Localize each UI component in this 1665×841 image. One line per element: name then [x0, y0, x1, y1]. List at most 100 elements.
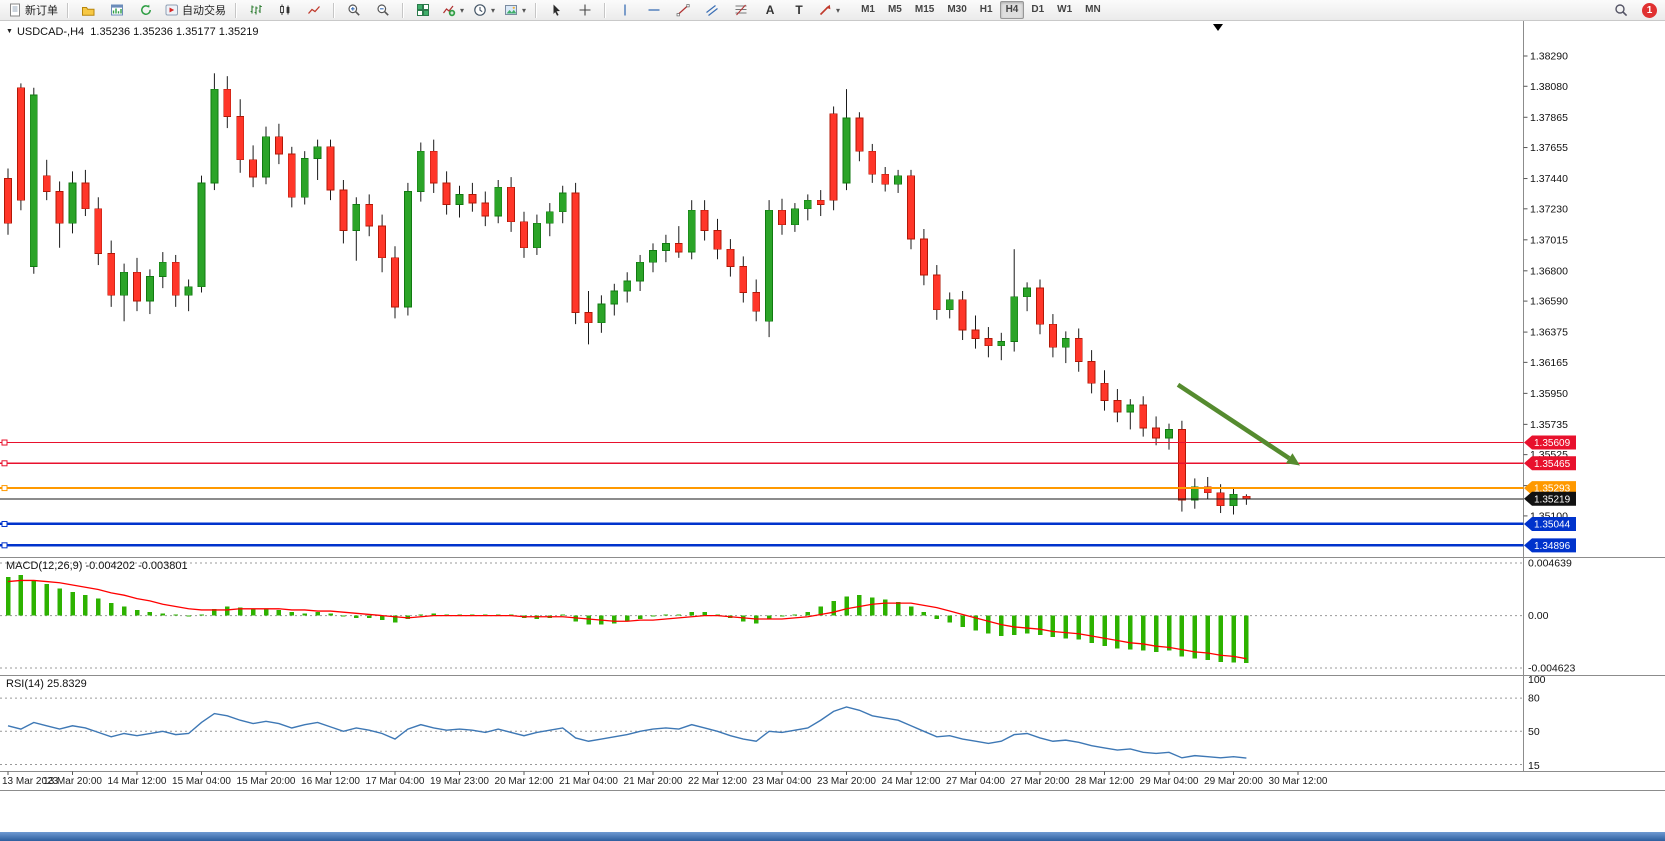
text-label-tool-button[interactable]: T: [785, 0, 813, 21]
candle-body: [752, 292, 761, 312]
notification-badge[interactable]: 1: [1642, 2, 1657, 18]
candle-body: [55, 191, 64, 224]
candle-body: [313, 146, 322, 159]
search-button[interactable]: [1607, 0, 1635, 21]
chart-menu-icon: ▼: [6, 28, 13, 35]
line-handle[interactable]: [1, 542, 8, 549]
candle-body: [984, 338, 993, 347]
candle-body: [765, 209, 773, 322]
candle-body: [1152, 427, 1160, 439]
text-tool-button[interactable]: A: [756, 0, 784, 21]
candle-body: [868, 150, 877, 175]
crosshair-tool-button[interactable]: [571, 0, 599, 21]
price-axis-label: 1.36165: [1530, 357, 1568, 369]
indicators-icon: [443, 5, 456, 17]
tile-windows-button[interactable]: [409, 0, 437, 21]
candle-body: [455, 194, 464, 205]
chart-shift-marker[interactable]: [1213, 24, 1223, 31]
crosshair-icon: [579, 4, 591, 16]
new-order-icon: [10, 3, 20, 17]
time-axis-label: 28 Mar 12:00: [1075, 776, 1134, 787]
candle-body: [945, 299, 954, 311]
line-handle[interactable]: [1, 460, 8, 467]
horizontal-line-tool-button[interactable]: [640, 0, 668, 21]
candle-body: [171, 261, 180, 296]
timeframe-m5[interactable]: M5: [887, 4, 902, 15]
refresh-button[interactable]: [132, 0, 160, 21]
candle-body: [468, 194, 477, 204]
candle-body: [1178, 429, 1186, 501]
candle-body: [507, 186, 516, 223]
line-handle[interactable]: [1, 439, 8, 446]
time-axis-label: 15 Mar 20:00: [237, 776, 296, 787]
timeframe-w1[interactable]: W1: [1057, 4, 1073, 15]
time-axis-label: 13 Mar 2023: [2, 776, 59, 787]
chart-canvas[interactable]: 1.38290 1.38080 1.37865 1.37655 1.37440 1.372…: [0, 21, 1665, 792]
timeframe-h1[interactable]: H1: [979, 4, 993, 15]
time-axis-label: 27 Mar 04:00: [946, 776, 1005, 787]
arrow-shape-icon: [819, 4, 831, 16]
macd-axis-label: 0.004639: [1528, 558, 1572, 570]
line-chart-button[interactable]: [300, 0, 328, 21]
new-order-label: 新订单: [25, 5, 58, 17]
candle-body: [997, 341, 1006, 347]
indicators-button[interactable]: ▾: [438, 0, 468, 21]
candle-body: [42, 175, 51, 192]
candle-body: [1165, 429, 1173, 439]
chart-window-button[interactable]: [103, 0, 131, 21]
candle-body: [739, 266, 748, 293]
price-axis-label: 1.36375: [1530, 327, 1568, 339]
candle-body: [133, 271, 141, 302]
timeframe-mn[interactable]: MN: [1085, 4, 1101, 15]
price-axis-label: 1.35950: [1530, 388, 1568, 400]
trendline-tool-button[interactable]: [669, 0, 697, 21]
candle-body: [662, 243, 670, 252]
fibonacci-tool-button[interactable]: [727, 0, 755, 21]
templates-button[interactable]: ▾: [500, 0, 530, 21]
profiles-button[interactable]: [74, 0, 102, 21]
arrows-tool-button[interactable]: ▾: [814, 0, 844, 21]
cursor-tool-button[interactable]: [542, 0, 570, 21]
candle-body: [778, 209, 786, 226]
line-chart-icon: [308, 6, 320, 14]
candle-body: [223, 88, 232, 117]
timeframe-m15[interactable]: M15: [914, 4, 935, 15]
timeframe-m30[interactable]: M30: [947, 4, 967, 15]
candle-body: [584, 312, 593, 324]
candle-body: [571, 192, 580, 314]
toolbar-separator: [333, 2, 335, 18]
time-axis-label: 20 Mar 12:00: [495, 776, 554, 787]
candle-body: [4, 178, 12, 224]
timeframe-d1[interactable]: D1: [1031, 4, 1045, 15]
toolbar-separator: [235, 2, 237, 18]
zoom-out-button[interactable]: [369, 0, 397, 21]
time-axis-label: 23 Mar 20:00: [817, 776, 876, 787]
candle-body: [1023, 287, 1031, 298]
search-icon: [1614, 3, 1627, 16]
autotrading-label: 自动交易: [182, 5, 226, 17]
timeframe-h4[interactable]: H4: [999, 1, 1025, 19]
candle-body: [920, 238, 928, 276]
candle-body: [378, 225, 387, 259]
bar-chart-button[interactable]: [242, 0, 270, 21]
time-axis-label: 24 Mar 12:00: [882, 776, 941, 787]
toolbar-separator: [67, 2, 69, 18]
new-order-button[interactable]: 新订单: [4, 0, 62, 21]
vertical-line-tool-button[interactable]: [611, 0, 639, 21]
candle-body: [1061, 338, 1070, 348]
refresh-icon: [141, 4, 151, 15]
price-tag: [1524, 456, 1576, 471]
line-handle[interactable]: [1, 485, 8, 492]
periods-button[interactable]: ▾: [469, 0, 499, 21]
candle-body: [958, 299, 967, 331]
candle-body: [623, 280, 632, 292]
timeframe-m1[interactable]: M1: [861, 4, 875, 15]
candle-body: [442, 182, 451, 205]
candlestick-chart-button[interactable]: [271, 0, 299, 21]
channel-tool-button[interactable]: [698, 0, 726, 21]
tile-windows-icon: [417, 4, 429, 16]
line-handle[interactable]: [1, 520, 8, 527]
trend-arrow[interactable]: [1176, 382, 1291, 461]
autotrading-button[interactable]: 自动交易: [161, 0, 230, 21]
zoom-in-button[interactable]: [340, 0, 368, 21]
